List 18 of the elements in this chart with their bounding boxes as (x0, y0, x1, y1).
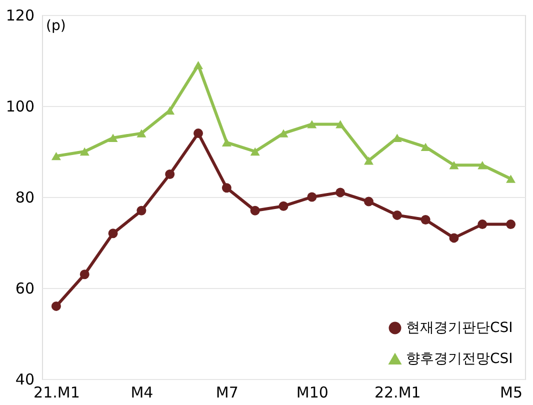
x-tick-label: M7 (216, 384, 238, 402)
point (194, 128, 204, 138)
annotation: (p) (46, 18, 66, 34)
x-tick-label: M4 (130, 384, 154, 402)
legend-label: 향후경기전망CSI (406, 351, 513, 367)
y-tick-label: 100 (6, 98, 34, 116)
x-tick-label: 21.M1 (34, 384, 80, 402)
point (364, 196, 374, 206)
legend-label: 현재경기판단CSI (406, 320, 513, 336)
y-tick-label: 60 (15, 280, 34, 298)
point (194, 60, 204, 70)
x-tick-label: M10 (296, 384, 328, 402)
point (364, 156, 374, 165)
x-tick-label: M5 (500, 384, 523, 402)
x-tick-label: 22.M1 (374, 384, 421, 402)
y-tick-label: 40 (15, 370, 34, 388)
y-tick-label: 120 (6, 6, 34, 24)
y-tick-label: 80 (15, 188, 34, 206)
